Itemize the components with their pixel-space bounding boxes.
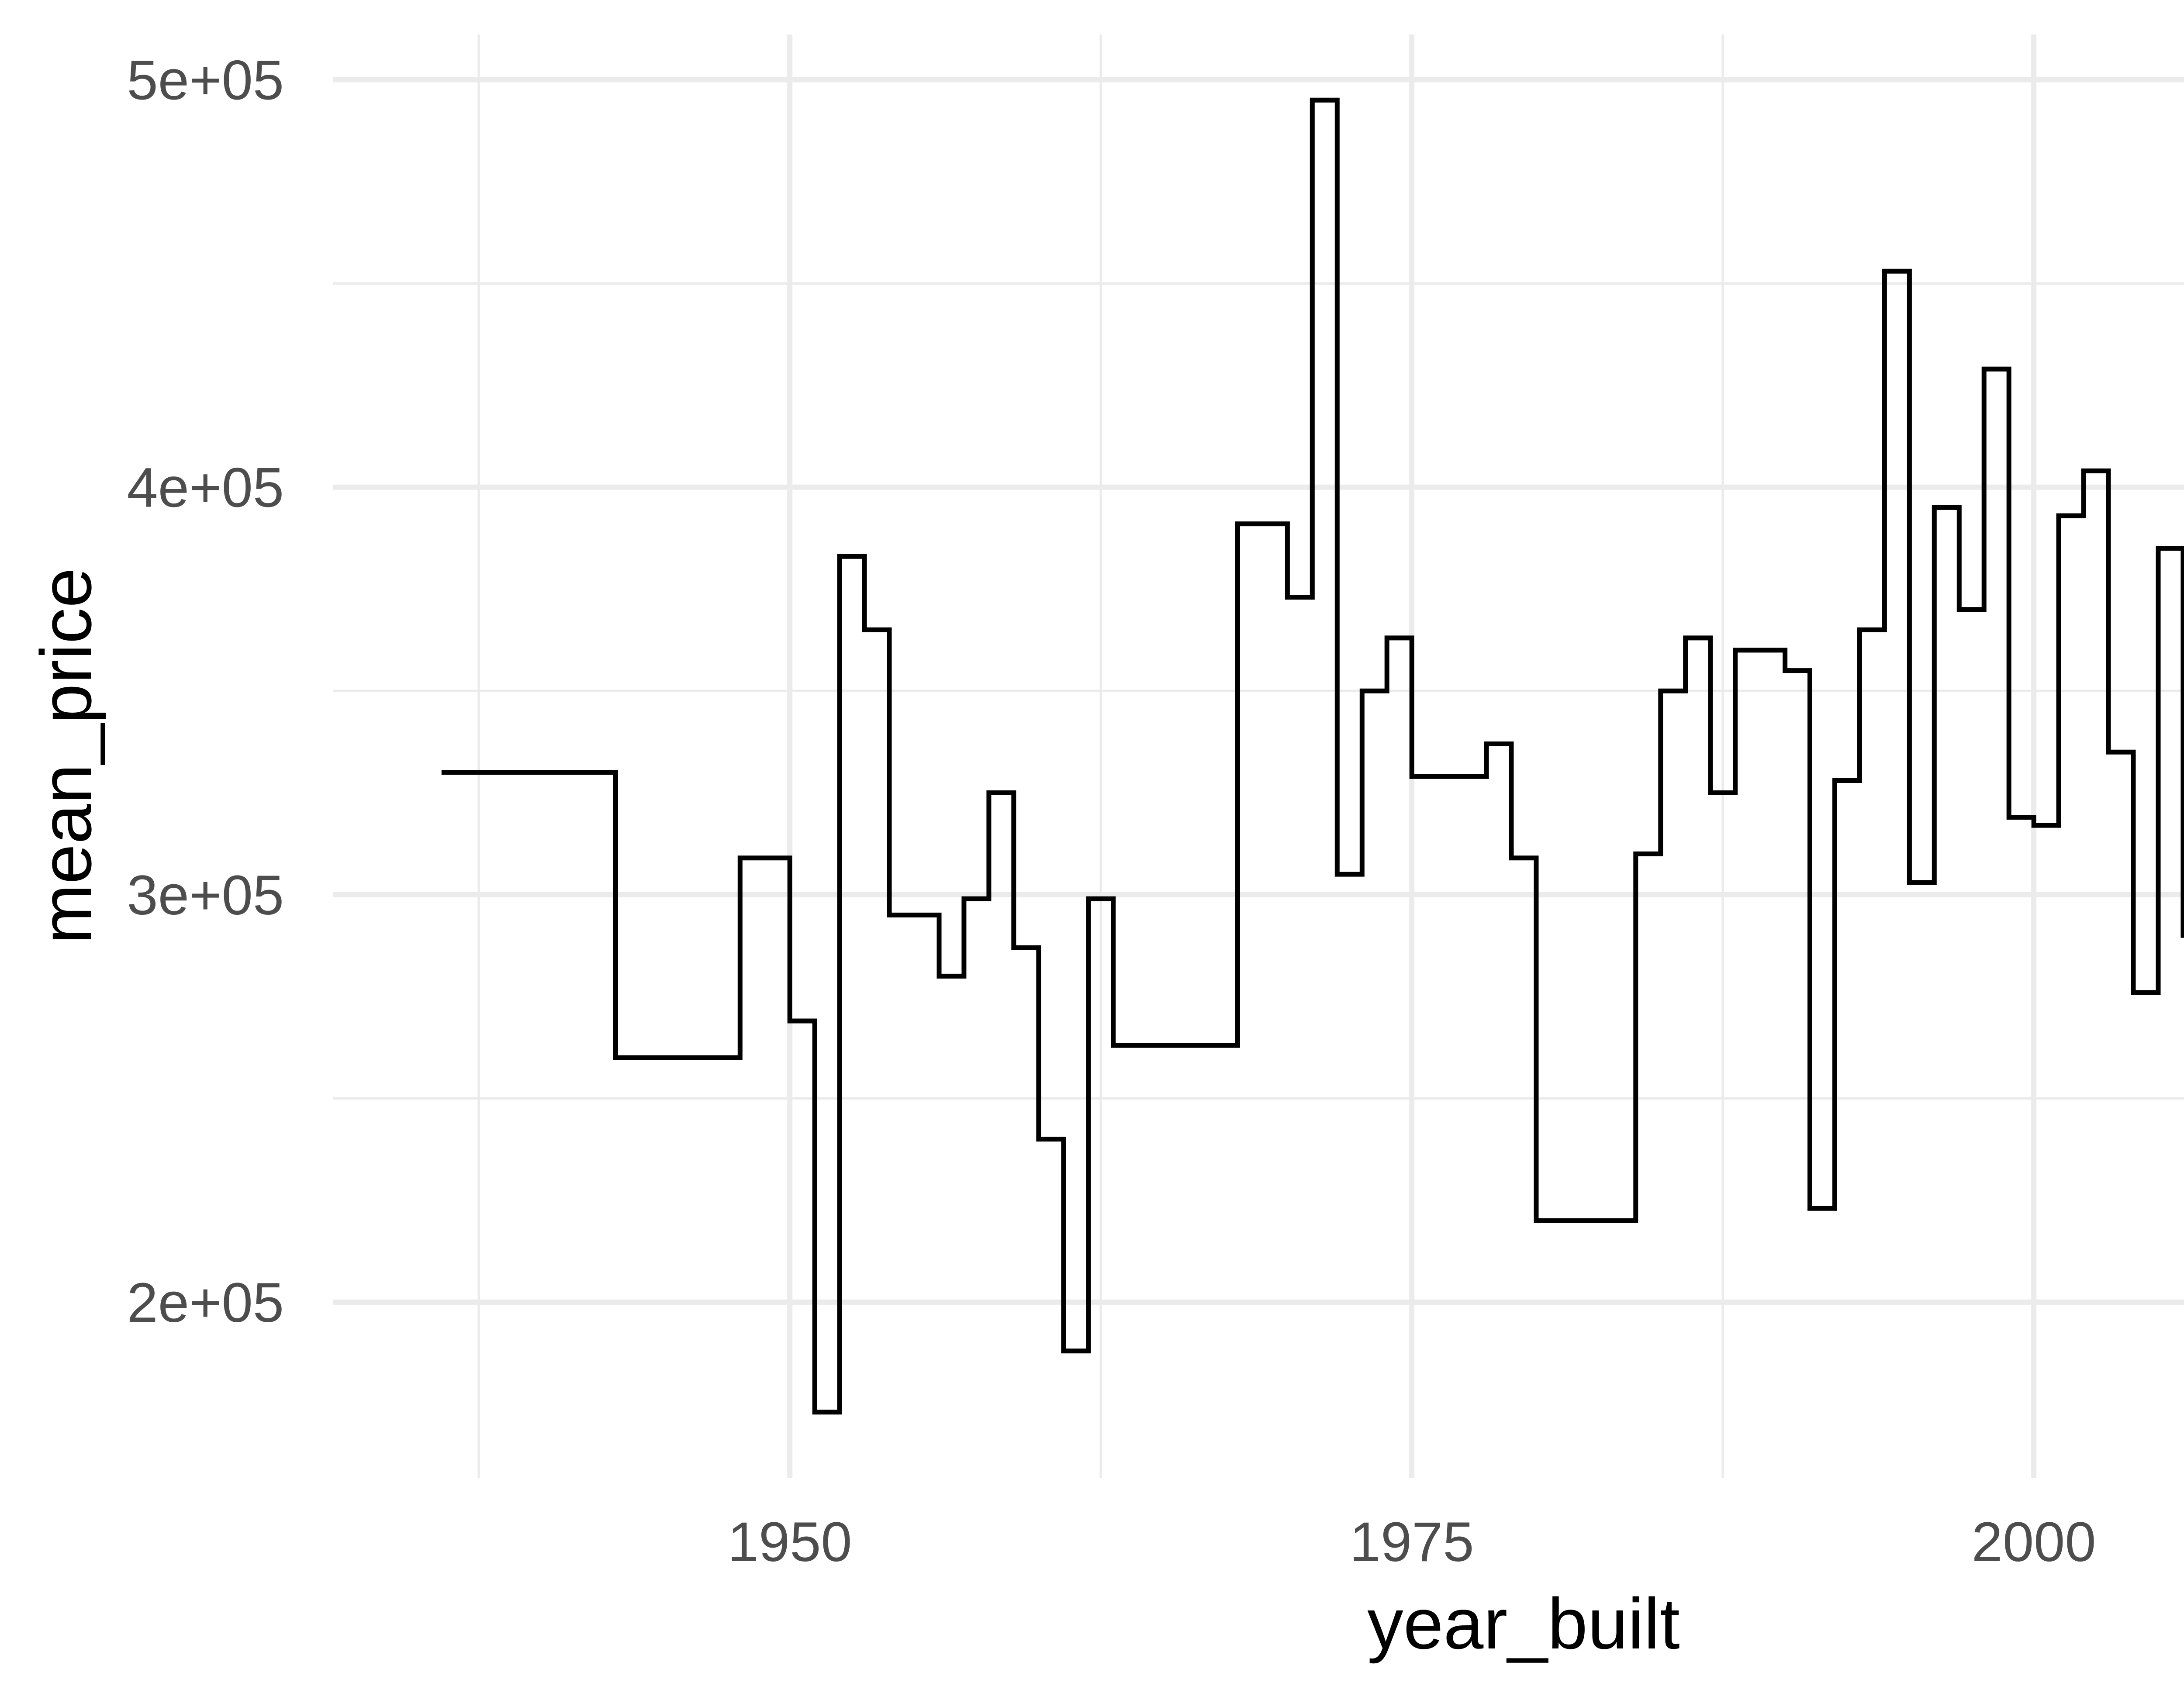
- x-axis-labels: 1950197520002025: [728, 1511, 2096, 1573]
- y-axis-labels: 5e+05 4e+05 3e+05 2e+05: [127, 49, 284, 1334]
- x-tick-label: 1950: [728, 1511, 852, 1573]
- x-tick-label: 1975: [1350, 1511, 1474, 1573]
- gridlines-minor: [333, 34, 2184, 1478]
- y-tick-label: 5e+05: [127, 49, 284, 112]
- y-tick-label: 3e+05: [127, 864, 284, 927]
- step-line: [441, 97, 2184, 1415]
- gridlines-major: [333, 34, 2184, 1478]
- step-series: [441, 97, 2184, 1415]
- y-tick-label: 4e+05: [127, 457, 284, 519]
- y-tick-label: 2e+05: [127, 1272, 284, 1334]
- x-tick-label: 2000: [1972, 1511, 2096, 1573]
- x-axis-title: year_built: [1367, 1583, 1679, 1664]
- y-axis-title: mean_price: [26, 568, 106, 944]
